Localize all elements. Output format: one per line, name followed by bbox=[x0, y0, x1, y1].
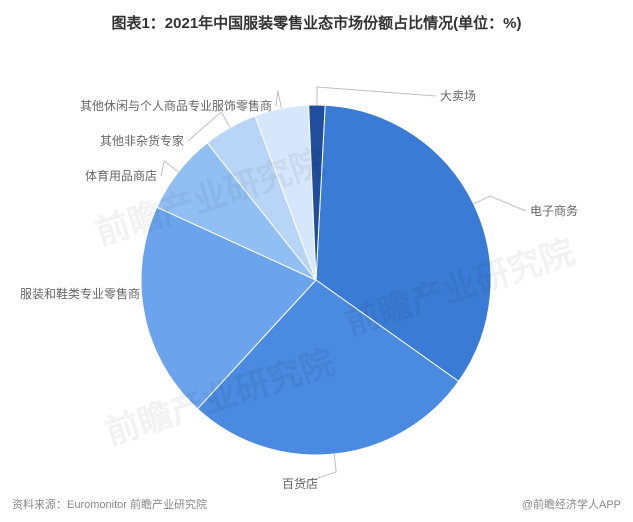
slice-label: 百货店 bbox=[282, 476, 318, 491]
pie-chart: 电子商务百货店服装和鞋类专业零售商体育用品商店其他非杂货专家其他休闲与个人商品专… bbox=[0, 40, 633, 480]
slice-label: 服装和鞋类专业零售商 bbox=[20, 286, 140, 301]
leader-line bbox=[474, 196, 526, 211]
leader-line bbox=[276, 91, 281, 109]
chart-title: 图表1：2021年中国服装零售业态市场份额占比情况(单位：%) bbox=[0, 0, 633, 33]
slice-label: 大卖场 bbox=[440, 89, 476, 103]
slice-label: 其他非杂货专家 bbox=[100, 133, 184, 148]
slice-label: 其他休闲与个人商品专业服饰零售商 bbox=[80, 98, 272, 113]
slice-label: 体育用品商店 bbox=[85, 168, 157, 183]
leader-line bbox=[317, 87, 436, 105]
brand-text: @前瞻经济学人APP bbox=[522, 496, 621, 512]
pie-svg: 电子商务百货店 服装和鞋类专业零售商 体育用品商店 其他非杂货专家 其他休闲与个人商品专… bbox=[0, 40, 633, 520]
leader-line bbox=[161, 161, 178, 176]
slice-label: 电子商务 bbox=[530, 203, 578, 218]
source-text: 资料来源：Euromonitor 前瞻产业研究院 bbox=[12, 496, 207, 512]
